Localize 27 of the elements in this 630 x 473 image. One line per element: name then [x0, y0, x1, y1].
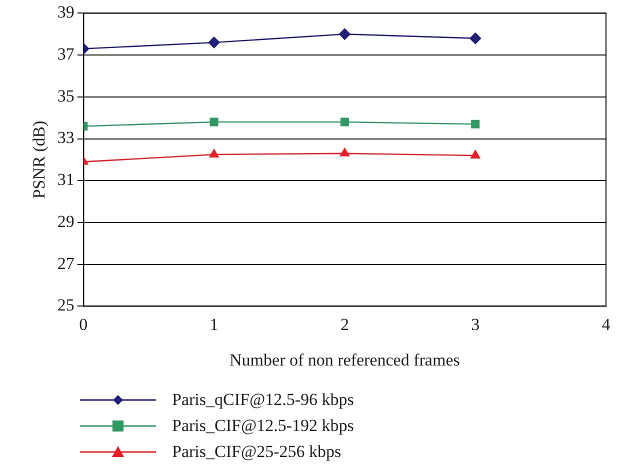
- y-tick-label: 39: [57, 2, 74, 22]
- y-tick-label: 33: [57, 128, 74, 148]
- y-tick-label: 35: [57, 86, 74, 106]
- point: [338, 28, 351, 40]
- y-axis-title: PSNR (dB): [30, 120, 49, 199]
- y-tick-label: 27: [57, 254, 75, 273]
- x-tick-label: 4: [602, 314, 611, 334]
- x-tick-label: 0: [79, 314, 88, 334]
- point: [208, 148, 220, 158]
- y-tick-label: 25: [57, 296, 74, 315]
- x-tick-label: 3: [471, 314, 480, 334]
- x-tick-label: 2: [340, 314, 349, 334]
- point: [340, 118, 349, 126]
- x-axis-title: Number of non referenced frames: [230, 350, 460, 370]
- point: [208, 36, 220, 48]
- point: [469, 32, 482, 44]
- y-tick-label: 37: [57, 44, 75, 64]
- legend-label: Paris_CIF@12.5-192 kbps: [172, 416, 354, 436]
- y-tick-label: 29: [57, 212, 74, 231]
- point: [471, 120, 480, 128]
- y-tick-label: 31: [57, 170, 74, 190]
- point: [470, 150, 481, 159]
- legend-label: Paris_CIF@25-256 kbps: [172, 442, 342, 462]
- legend-label: Paris_qCIF@12.5-96 kbps: [172, 390, 354, 410]
- point: [210, 118, 218, 126]
- x-tick-label: 1: [210, 314, 218, 334]
- point: [340, 147, 350, 156]
